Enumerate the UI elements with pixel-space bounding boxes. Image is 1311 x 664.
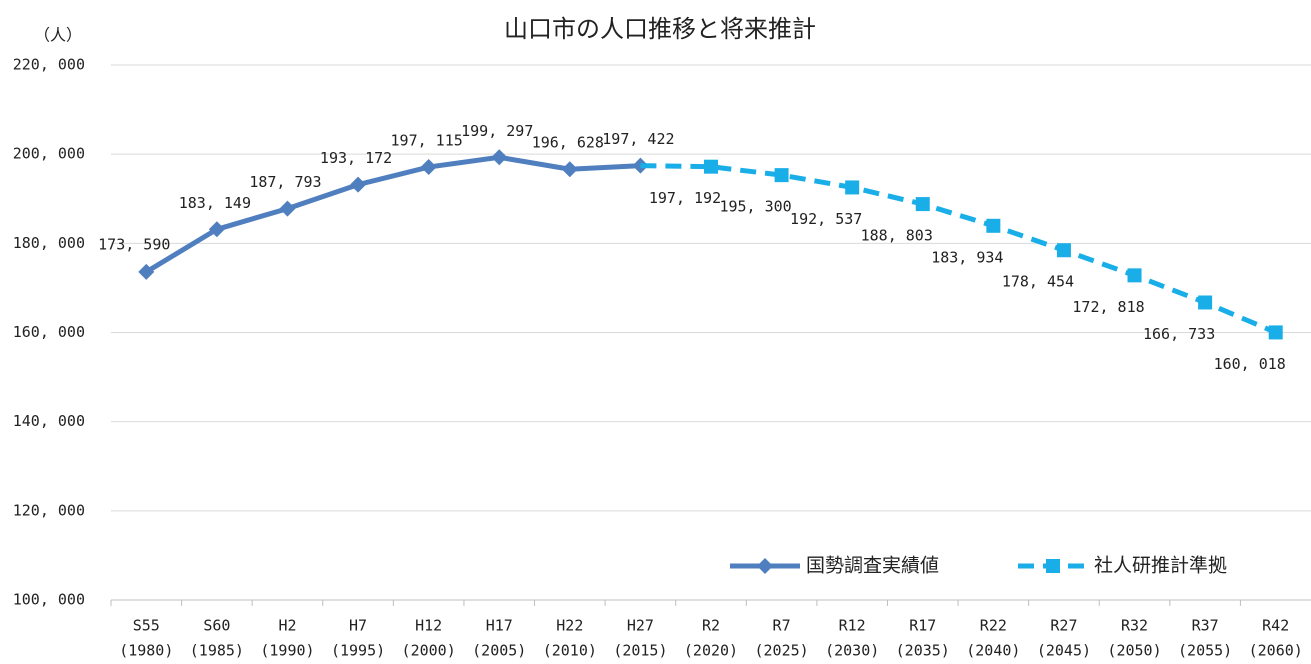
data-point [279,200,296,217]
x-tick-label: R27 [1050,617,1077,635]
x-tick-label: (2035) [896,642,950,660]
x-tick-label: (2030) [825,642,879,660]
data-point [208,221,225,238]
x-tick-label: (1985) [190,642,244,660]
x-tick-label: (2060) [1249,642,1303,660]
data-label: 183, 149 [179,194,251,212]
x-tick-label: R32 [1121,617,1148,635]
y-tick-label: 140, 000 [13,412,85,430]
x-tick-label: H2 [278,617,296,635]
x-tick-label: (2000) [402,642,456,660]
data-point [420,159,437,176]
data-label: 183, 934 [931,248,1003,266]
x-tick-label: (1995) [331,642,385,660]
legend-marker [757,558,773,574]
x-tick-label: R22 [980,617,1007,635]
x-tick-label: S55 [133,617,160,635]
y-axis-label: （人） [34,26,82,45]
data-label: 199, 297 [461,122,533,140]
x-tick-label: R7 [773,617,791,635]
data-point [1056,243,1071,258]
data-label: 197, 115 [391,132,463,150]
series-line [640,163,1277,335]
data-point [1268,325,1283,340]
data-point [774,168,789,183]
legend-label: 国勢調査実績値 [806,555,939,577]
y-tick-label: 100, 000 [13,591,85,609]
data-point [704,159,718,174]
data-point [915,197,930,212]
data-label: 188, 803 [861,227,933,245]
chart-title: 山口市の人口推移と将来推計 [504,15,816,43]
x-tick-label: (2020) [684,642,738,660]
data-label: 192, 537 [790,210,862,228]
x-tick-label: (2015) [613,642,667,660]
x-tick-label: (2040) [966,642,1020,660]
y-tick-label: 220, 000 [13,56,85,74]
data-point [845,180,860,195]
x-tick-label: H17 [486,617,513,635]
legend-label: 社人研推計準拠 [1094,555,1227,577]
data-point [350,176,367,193]
x-tick-label: H12 [415,617,442,635]
x-tick-label: (1980) [119,642,173,660]
data-point [1198,295,1213,310]
x-tick-label: R37 [1192,617,1219,635]
y-tick-label: 200, 000 [13,145,85,163]
data-label: 195, 300 [719,198,791,216]
x-tick-label: R12 [839,617,866,635]
series-line [145,154,641,275]
x-tick-label: R2 [702,617,720,635]
data-label: 172, 818 [1072,298,1144,316]
data-point [986,218,1001,233]
y-tick-label: 120, 000 [13,501,85,519]
legend-marker [1046,559,1060,573]
x-tick-label: (2005) [472,642,526,660]
data-point [561,161,578,178]
y-tick-label: 160, 000 [13,323,85,341]
y-tick-label: 180, 000 [13,234,85,252]
x-tick-label: (2025) [754,642,808,660]
data-label: 173, 590 [98,235,170,253]
x-tick-label: H7 [349,617,367,635]
data-point [1127,268,1142,283]
data-label: 197, 192 [649,189,721,207]
x-tick-label: S60 [203,617,230,635]
data-point [138,263,155,280]
x-tick-label: (2055) [1178,642,1232,660]
data-label: 166, 733 [1143,325,1215,343]
data-label: 193, 172 [320,149,392,167]
data-label: 178, 454 [1002,273,1074,291]
x-tick-label: (2010) [543,642,597,660]
x-tick-label: (2045) [1037,642,1091,660]
x-tick-label: (2050) [1107,642,1161,660]
x-tick-label: H27 [627,617,654,635]
x-tick-label: R42 [1262,617,1289,635]
x-tick-label: (1990) [260,642,314,660]
x-tick-label: R17 [909,617,936,635]
data-label: 197, 422 [602,130,674,148]
data-point [491,149,508,166]
x-tick-label: H22 [556,617,583,635]
data-label: 196, 628 [532,134,604,152]
data-label: 160, 018 [1214,355,1286,373]
data-label: 187, 793 [249,173,321,191]
